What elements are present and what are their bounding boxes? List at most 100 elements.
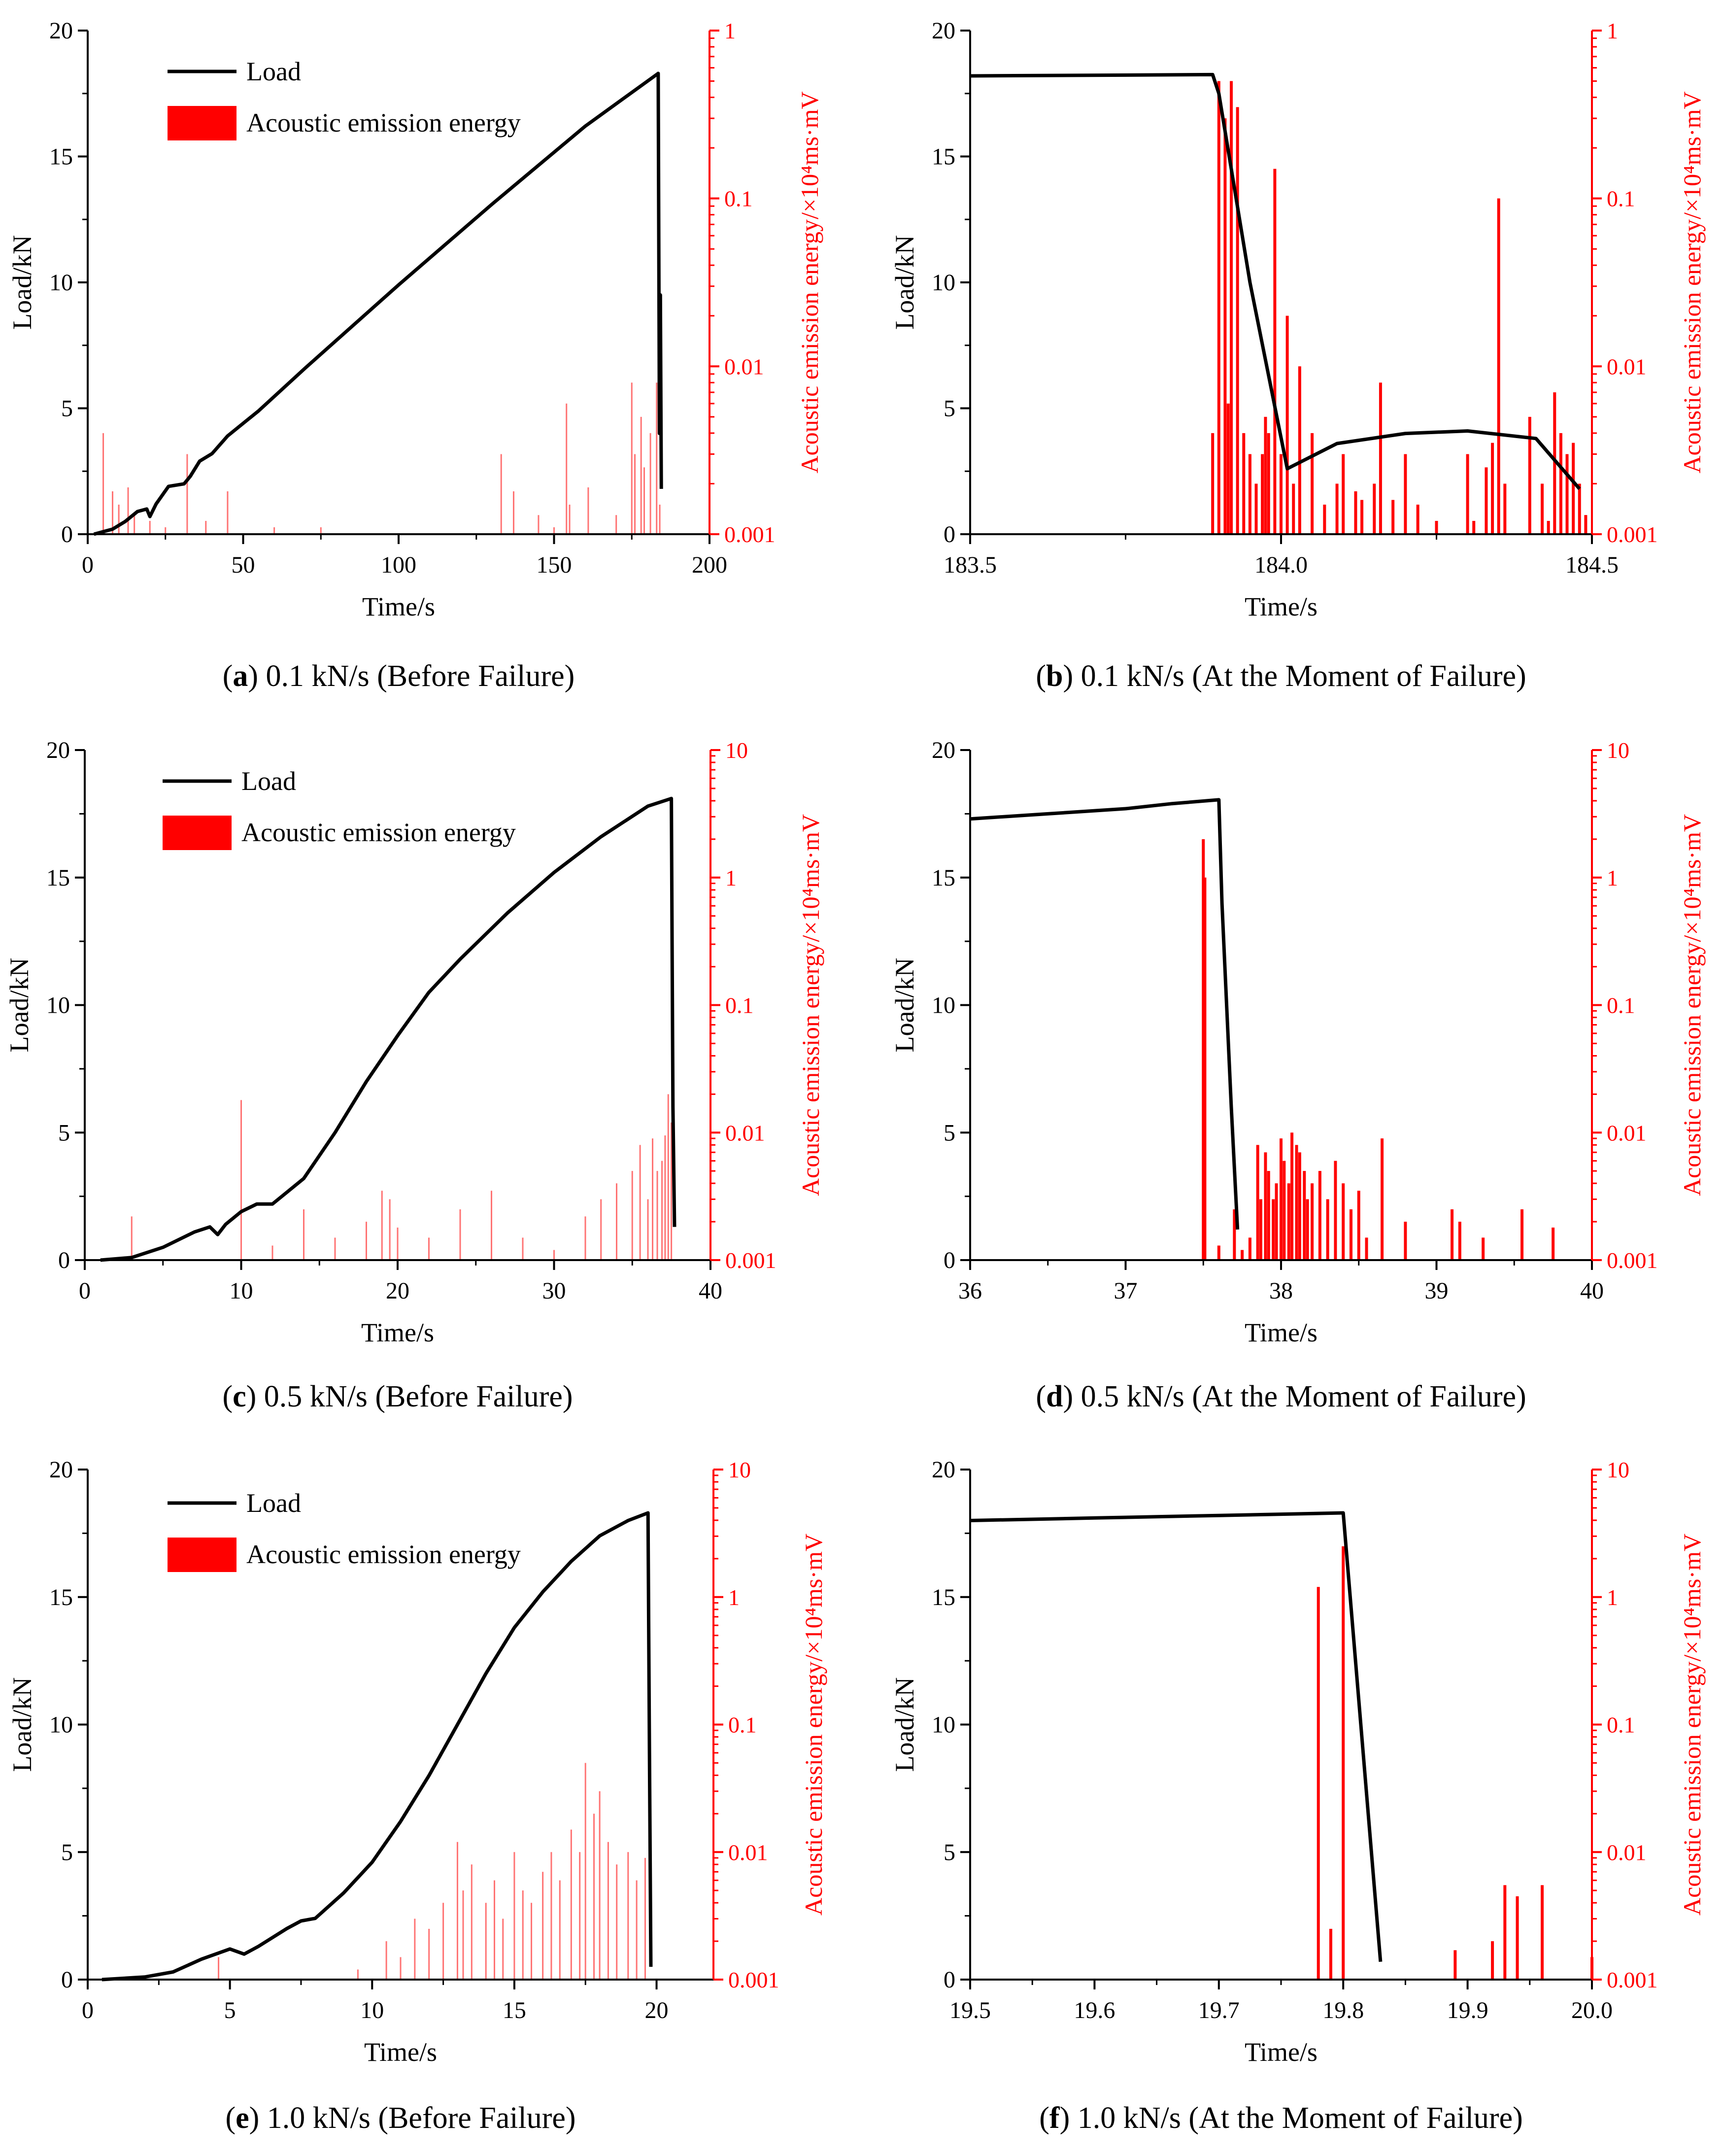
load-line [970, 1511, 1383, 1962]
panel-caption: (b) 0.1 kN/s (At the Moment of Failure) [1036, 659, 1526, 693]
load-line [93, 71, 663, 536]
x-tick-label: 20 [645, 1997, 669, 2023]
y-tick-label: 15 [49, 144, 73, 170]
y-tick-label: 10 [932, 270, 955, 296]
y-axis-title: Load/kN [7, 235, 37, 330]
x-tick-label: 40 [1580, 1278, 1604, 1304]
panel-letter: f [1049, 2101, 1060, 2135]
y-tick-label: 5 [944, 396, 955, 422]
legend-ae-label: Acoustic emission energy [246, 1540, 521, 1569]
y2-tick-label: 1 [1607, 865, 1618, 890]
y-tick-label: 0 [944, 1247, 955, 1273]
y-tick-label: 0 [58, 1247, 70, 1273]
ae-bar-series [1317, 1546, 1593, 1980]
y2-axis-title: Acoustic emission energy/×10⁴ms·mV [800, 1534, 827, 1916]
legend-load-label: Load [246, 57, 301, 86]
panel-letter: a [233, 659, 248, 693]
y-tick-label: 10 [49, 270, 73, 296]
legend-ae-swatch [163, 816, 232, 850]
y2-tick-label: 1 [1607, 1585, 1618, 1610]
load-line [100, 796, 676, 1262]
y-axis-title: Load/kN [890, 235, 919, 330]
panel-letter: d [1046, 1380, 1063, 1413]
legend: Load Acoustic emission energy [163, 766, 516, 850]
y2-tick-label: 0.1 [728, 1712, 757, 1738]
load-line [101, 1511, 653, 1982]
y-axis-title: Load/kN [890, 958, 919, 1053]
y-tick-label: 0 [944, 1967, 955, 1993]
y2-tick-label: 1 [728, 1585, 740, 1610]
y-tick-label: 10 [46, 992, 70, 1019]
ae-bar-series [1211, 81, 1588, 534]
x-axis-title: Time/s [362, 592, 435, 621]
x-tick-label: 184.0 [1254, 552, 1308, 578]
x-tick-label: 37 [1114, 1278, 1138, 1304]
y-axis-title: Load/kN [890, 1677, 919, 1772]
panel-caption: (d) 0.5 kN/s (At the Moment of Failure) [1036, 1380, 1526, 1413]
y-tick-label: 10 [932, 992, 955, 1019]
x-tick-label: 184.5 [1565, 552, 1619, 578]
y2-tick-label: 0.01 [725, 1120, 765, 1145]
y2-tick-label: 0.001 [728, 1967, 779, 1992]
y-tick-label: 5 [58, 1120, 70, 1146]
y2-tick-label: 0.01 [1607, 1840, 1647, 1865]
ae-bar-series [218, 1763, 646, 1980]
y2-tick-label: 10 [1607, 738, 1629, 763]
y-tick-label: 15 [932, 865, 955, 891]
y-axis-title: Load/kN [7, 1677, 37, 1772]
y2-tick-label: 10 [1607, 1457, 1629, 1482]
chart-panel-d: 36 37 38 39 40 0 5 10 15 20 0.001 0.01 0.1 1 10 Time/s L… [890, 737, 1706, 1413]
chart-panel-a: 0 50 100 150 200 0 5 10 15 20 0.001 0.01 0.1 1 Time/s L… [7, 18, 823, 693]
x-tick-label: 0 [79, 1278, 91, 1304]
y-tick-label: 0 [61, 1967, 73, 1993]
y2-axis-title: Acoustic emission energy/×10⁴ms·mV [1678, 1534, 1706, 1916]
x-tick-label: 19.7 [1198, 1997, 1240, 2023]
x-tick-label: 20.0 [1571, 1997, 1613, 2023]
y2-tick-label: 0.01 [1607, 354, 1647, 379]
legend-ae-swatch [168, 106, 236, 140]
x-tick-label: 15 [503, 1997, 526, 2023]
y-tick-label: 20 [932, 18, 955, 44]
x-tick-label: 40 [699, 1278, 722, 1304]
x-tick-label: 0 [82, 552, 94, 578]
y-tick-label: 20 [46, 737, 70, 763]
y-tick-label: 20 [49, 18, 73, 44]
x-tick-label: 0 [82, 1997, 94, 2023]
y-tick-label: 15 [46, 865, 70, 891]
legend: Load Acoustic emission energy [168, 1488, 521, 1572]
x-tick-label: 10 [230, 1278, 253, 1304]
chart-panel-b: 183.5 184.0 184.5 0 5 10 15 20 0.001 0.01 0.1 1 Time… [890, 18, 1706, 693]
y2-tick-label: 0.1 [1607, 186, 1635, 211]
y2-axis-title: Acoustic emission energy/×10⁴ms·mV [796, 91, 823, 473]
x-tick-label: 19.9 [1447, 1997, 1488, 2023]
load-line [970, 72, 1581, 490]
chart-panel-c: 0 10 20 30 40 0 5 10 15 20 0.001 0.01 0.1 1 10 Time/s Lo… [4, 737, 824, 1413]
x-tick-label: 39 [1425, 1278, 1449, 1304]
y-tick-label: 5 [61, 396, 73, 422]
x-axis-title: Time/s [364, 2037, 437, 2067]
y-tick-label: 10 [932, 1712, 955, 1738]
y-tick-label: 5 [944, 1839, 955, 1865]
y2-tick-label: 10 [728, 1457, 751, 1482]
x-axis-title: Time/s [1245, 592, 1318, 621]
y2-axis-title: Acoustic emission energy/×10⁴ms·mV [1678, 814, 1706, 1196]
y2-tick-label: 0.01 [1607, 1120, 1647, 1145]
x-tick-label: 19.5 [949, 1997, 991, 2023]
x-tick-label: 100 [381, 552, 416, 578]
x-tick-label: 10 [360, 1997, 384, 2023]
chart-panel-e: 0 5 10 15 20 0 5 10 15 20 0.001 0.01 0.1 1 10 Time/s Loa… [7, 1457, 827, 2135]
y2-tick-label: 0.001 [1607, 1967, 1658, 1992]
x-tick-label: 19.8 [1322, 1997, 1364, 2023]
ae-bar-series [102, 382, 661, 534]
y2-tick-label: 0.001 [1607, 1248, 1658, 1273]
y-tick-label: 5 [61, 1839, 73, 1865]
legend: Load Acoustic emission energy [168, 57, 521, 140]
y2-tick-label: 0.01 [724, 354, 764, 379]
panel-caption: (f) 1.0 kN/s (At the Moment of Failure) [1039, 2101, 1522, 2135]
chart-panel-f: 19.5 19.6 19.7 19.8 19.9 20.0 0 5 10 15 20 0.001 0.0… [890, 1457, 1706, 2135]
y2-tick-label: 1 [725, 865, 737, 890]
y-tick-label: 10 [49, 1712, 73, 1738]
x-tick-label: 20 [386, 1278, 409, 1304]
x-tick-label: 36 [958, 1278, 982, 1304]
